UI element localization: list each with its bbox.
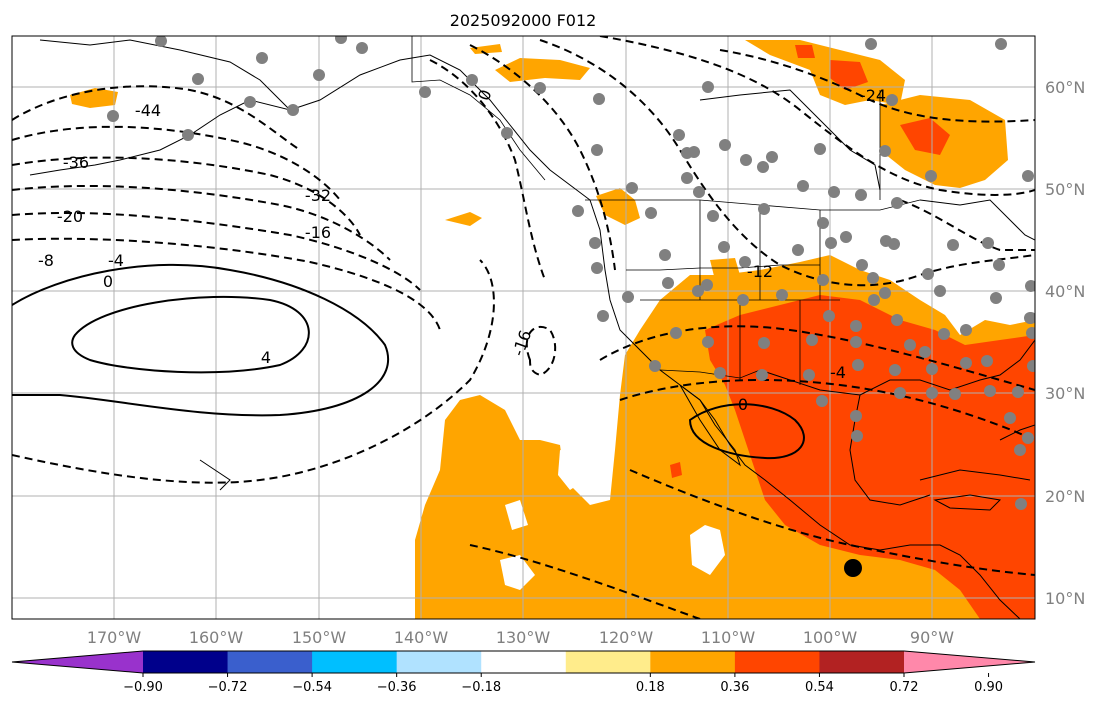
colorbar-tick-label: −0.90 — [123, 680, 163, 695]
political-borders — [411, 36, 921, 385]
figure-title: 2025092000 F012 — [450, 11, 597, 30]
colorbar: −0.90 −0.72 −0.54 −0.36 −0.18 0.18 0.36 0.54 0.7… — [11, 650, 1036, 695]
contour-label: -36 — [63, 153, 89, 172]
lon-tick-label: 140°W — [394, 628, 449, 647]
colorbar-segment — [396, 651, 482, 673]
colorbar-segment — [312, 651, 398, 673]
contours — [12, 36, 1035, 619]
contour-label: 4 — [261, 348, 271, 367]
contour-label: -44 — [135, 101, 161, 120]
contour-label: -20 — [57, 207, 83, 226]
highlight-marker — [844, 559, 862, 577]
colorbar-segment — [227, 651, 313, 673]
lon-tick-label: 170°W — [87, 628, 142, 647]
colorbar-extend-max — [904, 651, 1035, 673]
colorbar-tick-label: −0.36 — [377, 680, 417, 695]
lat-tick-label: 20°N — [1045, 487, 1085, 506]
colorbar-tick-label: 0.18 — [636, 680, 665, 695]
graticule — [12, 36, 1035, 619]
colorbar-segment — [819, 651, 905, 673]
colorbar-segment — [734, 651, 820, 673]
contour-label: -32 — [305, 186, 331, 205]
lon-tick-label: 110°W — [701, 628, 756, 647]
lat-tick-label: 40°N — [1045, 282, 1085, 301]
lat-tick-label: 50°N — [1045, 180, 1085, 199]
contour-label: -8 — [38, 251, 54, 270]
colorbar-tick-label: 0.36 — [720, 680, 749, 695]
colorbar-segment — [650, 651, 736, 673]
lat-tick-label: 30°N — [1045, 384, 1085, 403]
lat-tick-label: 10°N — [1045, 589, 1085, 608]
contour-label: -16 — [305, 223, 331, 242]
shading-red — [670, 45, 1035, 619]
lon-tick-label: 160°W — [189, 628, 244, 647]
colorbar-tick-label: −0.72 — [208, 680, 248, 695]
lon-tick-label: 90°W — [910, 628, 954, 647]
colorbar-tick-label: 0.90 — [974, 680, 1003, 695]
contour-label: 0 — [103, 272, 113, 291]
lon-tick-label: 100°W — [803, 628, 858, 647]
lon-tick-label: 150°W — [292, 628, 347, 647]
colorbar-tick-label: −0.54 — [292, 680, 332, 695]
contour-label: -4 — [108, 251, 124, 270]
contour-label: -4 — [830, 363, 846, 382]
contour-label: -12 — [747, 262, 773, 281]
contour-label: -24 — [860, 86, 886, 105]
map-frame — [11, 35, 1036, 620]
colorbar-tick-label: −0.18 — [461, 680, 501, 695]
map-panel: -44 -36 -32 -20 -16 -8 -4 0 4 -16 0 -12 … — [12, 36, 1035, 619]
lon-tick-label: 120°W — [599, 628, 654, 647]
colorbar-tick-label: 0.54 — [805, 680, 834, 695]
station-markers — [107, 36, 1035, 510]
shading-holes — [500, 450, 725, 590]
lat-tick-labels: 60°N 50°N 40°N 30°N 20°N 10°N — [1045, 78, 1085, 608]
colorbar-segment — [565, 651, 651, 673]
contour-label: 0 — [738, 395, 748, 414]
colorbar-extend-min — [12, 651, 143, 673]
colorbar-segment — [481, 651, 567, 673]
colorbar-segment — [143, 651, 229, 673]
colorbar-tick-label: 0.72 — [890, 680, 919, 695]
lon-tick-labels: 170°W 160°W 150°W 140°W 130°W 120°W 110°… — [87, 628, 954, 647]
lon-tick-label: 130°W — [496, 628, 551, 647]
lat-tick-label: 60°N — [1045, 78, 1085, 97]
